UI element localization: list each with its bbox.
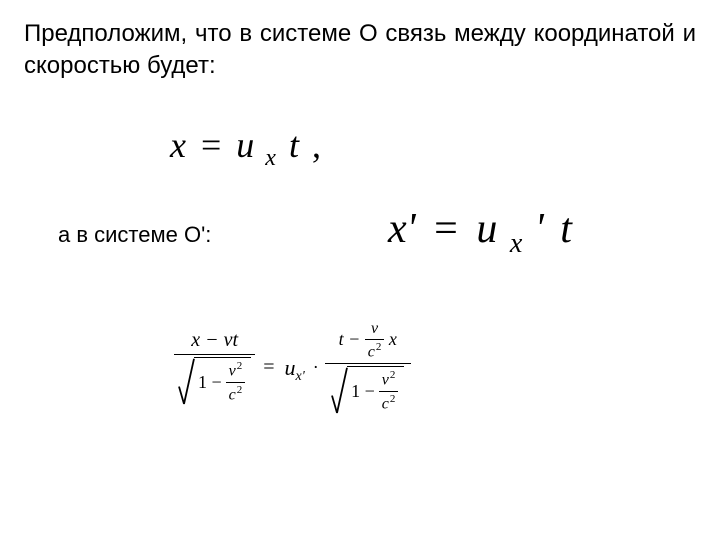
inner-frac-left: v2 c2 (226, 360, 246, 404)
eq3-c2: c (368, 343, 375, 360)
radical-icon (331, 366, 349, 415)
eq3-c-r: c (382, 395, 389, 412)
eq2-u: u (476, 206, 497, 252)
eq2-xprime: x' (388, 206, 416, 252)
eq3-x: x (389, 329, 397, 349)
radicand-left: 1 − v2 c2 (194, 357, 251, 406)
eq3-equals: = (259, 356, 278, 379)
eq3-right-numer: t − v c2 x (325, 320, 411, 364)
eq3-one-r: 1 (351, 381, 360, 401)
eq3-c-l: c (229, 386, 236, 403)
eq3-sq-lb: 2 (236, 384, 243, 396)
eq3-left-denom: 1 − v2 c2 (174, 355, 255, 406)
intro-text: Предположим, что в системе О связь между… (24, 18, 696, 83)
eq3-minus-r2: − (365, 381, 375, 401)
eq2-equals: = (426, 206, 466, 252)
eq3-v2: v (365, 320, 385, 340)
eq3-right-denom: 1 − v2 c2 (325, 364, 411, 415)
eq1-t: t (285, 125, 299, 165)
sqrt-left: 1 − v2 c2 (178, 357, 251, 406)
equation-1: x = u x t , (170, 124, 321, 166)
eq3-u: u (285, 355, 296, 380)
eq3-left-numer: x − vt (174, 329, 255, 355)
eq2-prime: ' (535, 206, 544, 252)
radical-icon (178, 357, 196, 406)
slide-page: Предположим, что в системе О связь между… (0, 0, 720, 540)
eq3-sq-lt: 2 (236, 360, 243, 372)
eq3-t: t (339, 329, 344, 349)
eq1-u: u (236, 125, 254, 165)
eq3-left-fraction: x − vt 1 − v2 c2 (174, 329, 255, 406)
equation-3: x − vt 1 − v2 c2 = ux' (174, 320, 411, 415)
radicand-right: 1 − v2 c2 (347, 366, 404, 415)
equation-2: x' = u x ' t (388, 205, 572, 253)
eq1-sub-x: x (265, 145, 276, 171)
inner-frac-right: v2 c2 (379, 369, 399, 413)
inner-frac-top-right: v c2 (365, 320, 385, 361)
eq1-equals: = (195, 125, 227, 165)
eq3-u-term: ux' (283, 355, 307, 381)
eq3-sq-rt: 2 (375, 341, 382, 353)
eq3-sq-rbb: 2 (389, 393, 396, 405)
eq3-minus: − (212, 372, 222, 392)
eq3-prime: ' (302, 369, 305, 384)
eq3-v-r: v (382, 372, 389, 389)
eq3-minus-r: − (348, 329, 360, 349)
sqrt-right: 1 − v2 c2 (331, 366, 404, 415)
line2-text: а в системе O': (58, 222, 211, 248)
eq3-v-l: v (229, 363, 236, 380)
eq3-right-fraction: t − v c2 x 1 − v2 c2 (325, 320, 411, 415)
eq2-sub-x: x (510, 228, 522, 259)
eq3-sq-rbt: 2 (389, 369, 396, 381)
eq3-one: 1 (198, 372, 207, 392)
eq1-x: x (170, 125, 186, 165)
eq3-dot: · (311, 357, 321, 378)
eq2-t: t (554, 206, 572, 252)
eq3-subx: x (296, 369, 302, 384)
eq1-comma: , (312, 125, 321, 165)
